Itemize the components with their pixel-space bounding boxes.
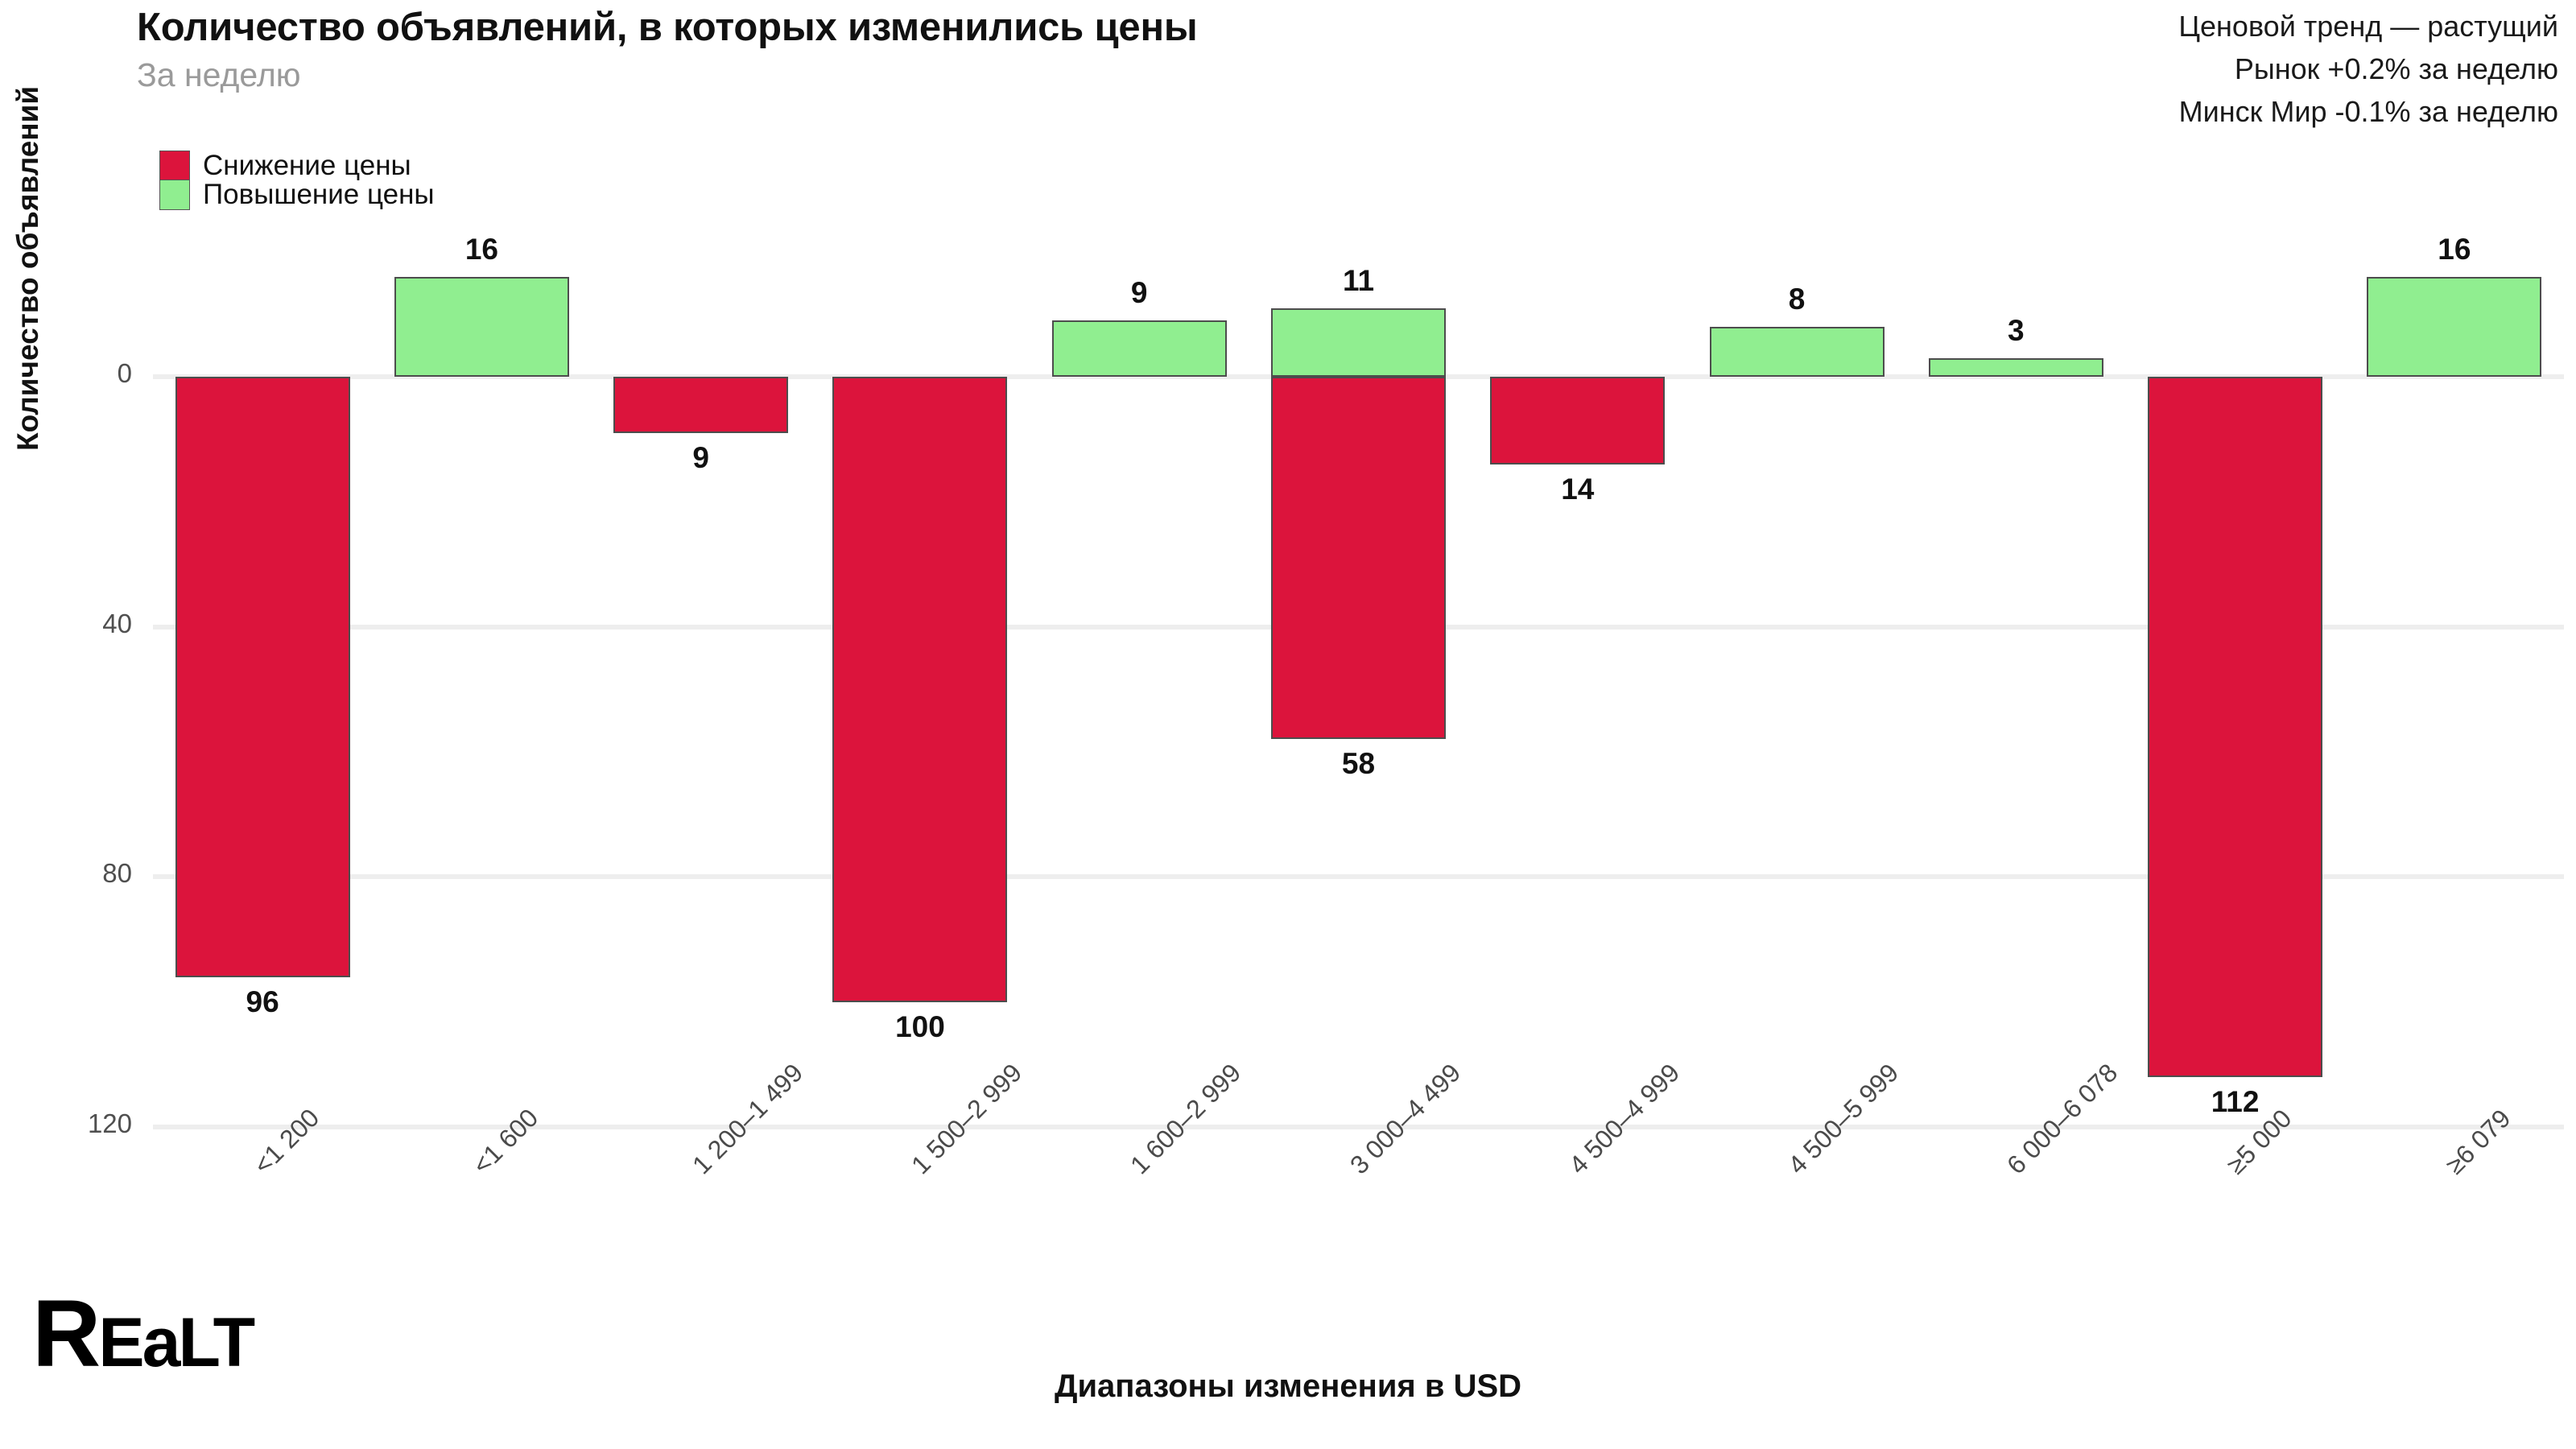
gridline-120 (153, 1125, 2564, 1129)
y-axis-title: Количество объявлений (11, 85, 44, 451)
bar-value-decrease-3: 100 (895, 1009, 945, 1043)
bar-value-increase-5: 11 (1342, 263, 1375, 297)
legend-label-decrease: Снижение цены (203, 150, 411, 181)
bar-value-decrease-2: 9 (692, 440, 709, 474)
bar-value-increase-10: 16 (2438, 232, 2471, 266)
logo-letter-e: E (98, 1304, 144, 1381)
bar-value-increase-7: 8 (1788, 282, 1806, 316)
gridline-80 (153, 874, 2564, 880)
x-tick-4: 1 600–2 999 (1125, 1058, 1247, 1180)
chart-legend: Снижение цены Повышение цены (159, 150, 435, 210)
legend-label-increase: Повышение цены (203, 179, 435, 210)
x-tick-7: 4 500–5 999 (1782, 1058, 1905, 1180)
legend-item-decrease[interactable]: Снижение цены (159, 150, 435, 181)
y-tick-120: 120 (87, 1108, 132, 1138)
y-tick-80: 80 (102, 858, 132, 889)
bar-decrease-0[interactable] (175, 377, 350, 977)
x-axis-title: Диапазоны изменения в USD (1054, 1368, 1522, 1404)
bar-value-increase-4: 9 (1130, 276, 1148, 310)
x-tick-3: 1 500–2 999 (905, 1058, 1028, 1180)
bar-decrease-5[interactable] (1271, 377, 1446, 740)
bar-decrease-3[interactable] (832, 377, 1008, 1002)
note-minskmir: Минск Мир -0.1% за неделю (2178, 95, 2558, 128)
bar-value-decrease-9: 112 (2211, 1084, 2260, 1118)
logo-letters-lt: LT (178, 1304, 255, 1381)
legend-swatch-decrease (159, 151, 190, 181)
x-tick-6: 4 500–4 999 (1563, 1058, 1686, 1180)
legend-swatch-increase (159, 180, 190, 210)
y-tick-0: 0 (117, 358, 132, 388)
x-tick-10: ≥6 079 (2439, 1103, 2516, 1180)
bar-value-decrease-6: 14 (1561, 472, 1595, 506)
logo-letter-a: a (142, 1304, 181, 1381)
bar-increase-7[interactable] (1709, 326, 1885, 377)
page-subtitle: За неделю (137, 56, 301, 93)
x-tick-5: 3 000–4 499 (1344, 1058, 1466, 1180)
page-title: Количество объявлений, в которых изменил… (137, 6, 1198, 49)
bar-increase-10[interactable] (2367, 276, 2542, 377)
realt-logo[interactable]: REaLT (32, 1286, 255, 1381)
logo-letter-r: R (32, 1281, 101, 1387)
bar-value-increase-8: 3 (2008, 313, 2025, 347)
x-tick-8: 6 000–6 078 (2001, 1058, 2124, 1180)
price-trend-notes: Ценовой тренд — растущий Рынок +0.2% за … (2178, 5, 2558, 133)
bar-decrease-9[interactable] (2148, 377, 2323, 1077)
bar-value-decrease-5: 58 (1341, 747, 1376, 781)
bar-decrease-6[interactable] (1490, 377, 1666, 464)
bar-decrease-2[interactable] (613, 377, 789, 433)
bar-increase-1[interactable] (394, 276, 569, 377)
bar-increase-5[interactable] (1271, 308, 1446, 377)
x-tick-0: <1 200 (248, 1103, 325, 1180)
bar-value-decrease-0: 96 (246, 985, 279, 1018)
x-tick-2: 1 200–1 499 (686, 1058, 808, 1180)
note-market: Рынок +0.2% за неделю (2234, 52, 2558, 85)
bar-increase-8[interactable] (1928, 357, 2103, 377)
legend-item-increase[interactable]: Повышение цены (159, 179, 435, 210)
note-trend: Ценовой тренд — растущий (2178, 10, 2558, 43)
bar-value-increase-1: 16 (464, 232, 498, 266)
bar-increase-4[interactable] (1051, 320, 1227, 377)
y-tick-40: 40 (102, 608, 132, 638)
x-tick-1: <1 600 (467, 1103, 544, 1180)
